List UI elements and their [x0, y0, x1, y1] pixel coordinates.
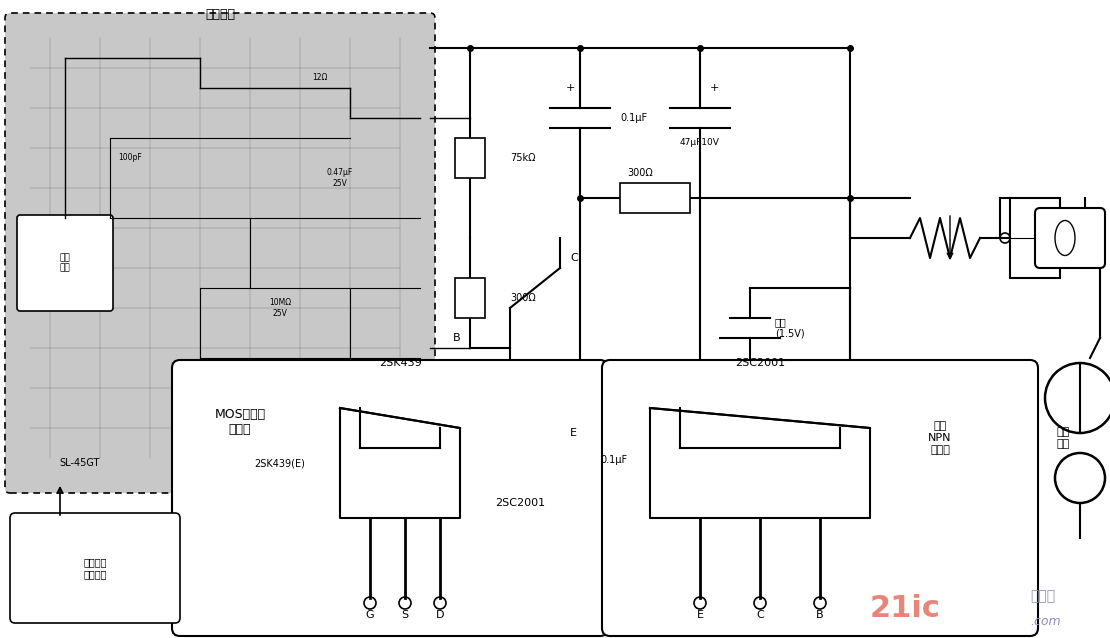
- Text: MOS场效应
晶体管: MOS场效应 晶体管: [214, 408, 265, 436]
- Text: C: C: [756, 610, 764, 620]
- Text: 外模天线: 外模天线: [205, 8, 235, 21]
- Text: 0.1μF: 0.1μF: [620, 113, 647, 123]
- Text: E: E: [696, 610, 704, 620]
- Text: 75kΩ: 75kΩ: [509, 153, 535, 163]
- Text: 10MΩ
25V: 10MΩ 25V: [269, 299, 291, 318]
- Text: 2SK439: 2SK439: [379, 358, 422, 368]
- Text: +: +: [710, 83, 719, 93]
- Text: B: B: [453, 333, 460, 343]
- FancyBboxPatch shape: [10, 513, 180, 623]
- Text: S: S: [402, 610, 408, 620]
- Text: 磁性
天线: 磁性 天线: [60, 253, 70, 272]
- Text: 100pF: 100pF: [118, 154, 142, 163]
- Text: 300Ω: 300Ω: [509, 293, 536, 303]
- FancyBboxPatch shape: [1010, 198, 1060, 278]
- Text: G: G: [365, 610, 374, 620]
- FancyBboxPatch shape: [602, 360, 1038, 636]
- Text: 2SK439(E): 2SK439(E): [254, 458, 305, 468]
- Text: 47μF10V: 47μF10V: [680, 138, 720, 147]
- Polygon shape: [340, 408, 460, 518]
- Text: .com: .com: [1030, 615, 1061, 628]
- Text: E: E: [571, 428, 577, 438]
- FancyBboxPatch shape: [17, 215, 113, 311]
- Text: 电子网: 电子网: [1030, 589, 1056, 603]
- Text: 晶体
耳机: 晶体 耳机: [1057, 427, 1070, 449]
- FancyBboxPatch shape: [1035, 208, 1104, 268]
- Text: B: B: [816, 610, 824, 620]
- FancyBboxPatch shape: [6, 13, 435, 493]
- Text: 高频信号
接收电路: 高频信号 接收电路: [83, 557, 107, 579]
- Text: 0.47μF
25V: 0.47μF 25V: [326, 168, 353, 188]
- FancyBboxPatch shape: [620, 183, 690, 213]
- Text: 电池
(1.5V): 电池 (1.5V): [775, 317, 805, 339]
- Text: 2SC2001: 2SC2001: [495, 498, 545, 508]
- FancyBboxPatch shape: [455, 278, 485, 318]
- Ellipse shape: [1054, 221, 1074, 255]
- Text: 0.1μF: 0.1μF: [601, 455, 627, 465]
- FancyBboxPatch shape: [172, 360, 608, 636]
- Text: 12Ω: 12Ω: [312, 73, 327, 82]
- Text: 21ic: 21ic: [870, 594, 941, 623]
- Text: 2SC2001: 2SC2001: [735, 358, 785, 368]
- Text: C: C: [571, 253, 577, 263]
- Text: SL-45GT: SL-45GT: [60, 458, 100, 468]
- Text: 高频
NPN
晶体管: 高频 NPN 晶体管: [928, 422, 951, 455]
- Text: 300Ω: 300Ω: [627, 168, 653, 178]
- Polygon shape: [650, 408, 870, 518]
- Text: D: D: [436, 610, 444, 620]
- Text: +: +: [565, 83, 575, 93]
- FancyBboxPatch shape: [455, 138, 485, 178]
